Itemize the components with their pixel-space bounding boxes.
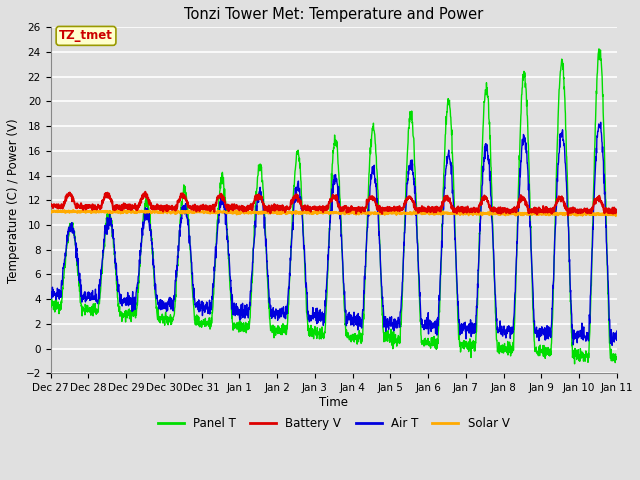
X-axis label: Time: Time (319, 396, 348, 409)
Line: Air T: Air T (51, 122, 617, 346)
Air T (613, 328, 621, 334)
Solar V (47, 209, 54, 215)
Solar V (612, 213, 620, 219)
Solar V (499, 211, 506, 217)
Air T (608, 343, 616, 348)
Battery V (579, 209, 587, 215)
Solar V (563, 210, 571, 216)
Battery V (564, 213, 572, 218)
Line: Battery V: Battery V (51, 192, 617, 216)
Air T (597, 120, 605, 125)
Battery V (47, 202, 54, 207)
Line: Panel T: Panel T (51, 49, 617, 364)
Legend: Panel T, Battery V, Air T, Solar V: Panel T, Battery V, Air T, Solar V (153, 412, 515, 435)
Battery V (205, 205, 212, 211)
Panel T (563, 154, 570, 160)
Title: Tonzi Tower Met: Temperature and Power: Tonzi Tower Met: Temperature and Power (184, 7, 483, 22)
Air T (47, 289, 54, 295)
Solar V (613, 210, 621, 216)
Battery V (499, 209, 506, 215)
Battery V (563, 207, 571, 213)
Battery V (141, 189, 149, 195)
Panel T (613, 357, 621, 362)
Solar V (205, 209, 212, 215)
Solar V (579, 212, 586, 217)
Air T (350, 309, 358, 315)
Battery V (613, 209, 621, 215)
Panel T (499, 350, 506, 356)
Solar V (69, 207, 77, 213)
Solar V (351, 211, 358, 217)
Panel T (350, 331, 358, 337)
Panel T (362, 244, 370, 250)
Text: TZ_tmet: TZ_tmet (59, 29, 113, 42)
Y-axis label: Temperature (C) / Power (V): Temperature (C) / Power (V) (7, 118, 20, 283)
Air T (563, 186, 570, 192)
Battery V (351, 207, 358, 213)
Battery V (363, 200, 371, 206)
Air T (579, 331, 586, 337)
Panel T (47, 303, 54, 309)
Panel T (205, 323, 212, 328)
Panel T (595, 46, 603, 52)
Air T (205, 305, 212, 311)
Solar V (363, 210, 371, 216)
Panel T (571, 361, 579, 367)
Line: Solar V: Solar V (51, 210, 617, 216)
Air T (362, 243, 370, 249)
Air T (499, 327, 506, 333)
Panel T (579, 351, 586, 357)
